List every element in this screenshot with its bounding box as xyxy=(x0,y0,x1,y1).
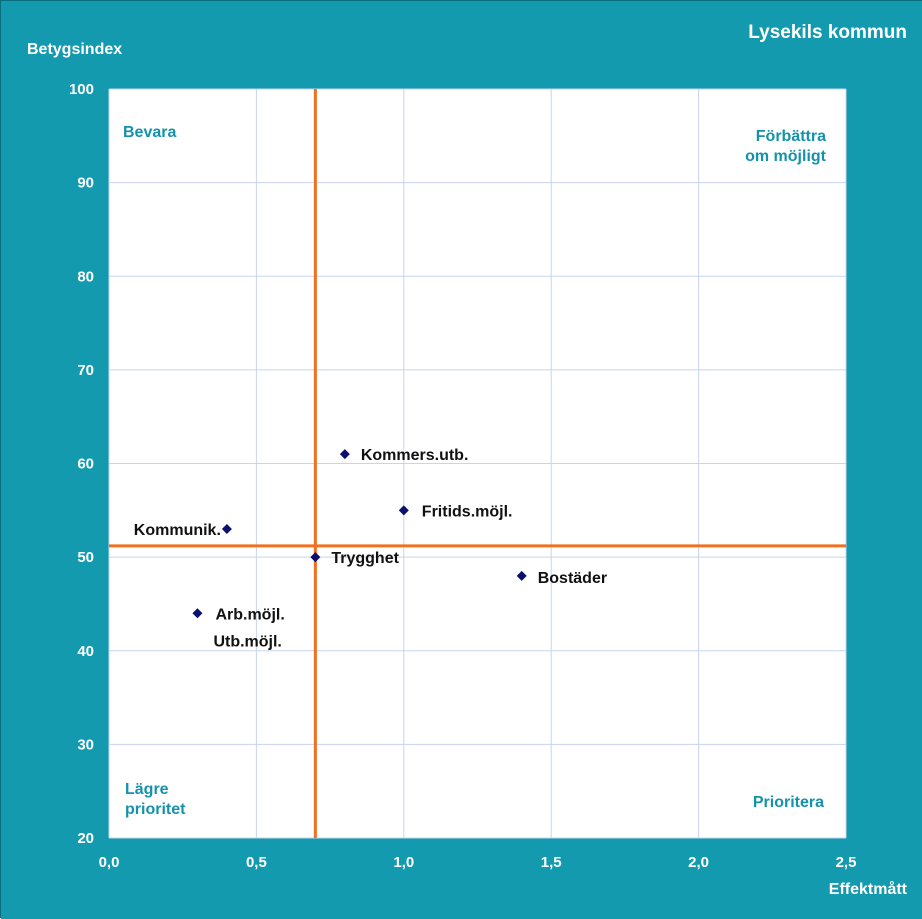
y-tick-label: 20 xyxy=(77,830,94,847)
y-tick-labels: 20 30 40 50 60 70 80 90 100 xyxy=(69,81,94,847)
quadrant-label-top-left: Bevara xyxy=(123,124,176,141)
data-point-marker xyxy=(398,505,409,516)
data-points: Kommers.utb. Fritids.möjl. Kommunik. Tryggh… xyxy=(134,447,607,650)
x-tick-labels: 0,0 0,5 1,0 1,5 2,0 2,5 xyxy=(99,854,857,871)
x-tick-label: 2,0 xyxy=(688,854,709,871)
x-tick-label: 0,0 xyxy=(99,854,120,871)
quadrant-label-bottom-left: Lägre xyxy=(125,781,169,798)
quadrant-label-bottom-right: Prioritera xyxy=(753,794,824,811)
chart-title: Lysekils kommun xyxy=(748,22,907,43)
data-point-label: Arb.möjl. xyxy=(215,606,284,623)
quadrant-labels: Bevara Förbättra om möjligt Lägre prioritet P… xyxy=(123,124,827,818)
y-tick-label: 80 xyxy=(77,268,94,285)
data-point-label: Kommunik. xyxy=(134,522,221,539)
data-point-marker xyxy=(339,449,350,460)
x-tick-label: 1,0 xyxy=(393,854,414,871)
y-tick-label: 70 xyxy=(77,362,94,379)
data-point-marker xyxy=(192,608,203,619)
y-axis-label: Betygsindex xyxy=(27,41,122,58)
x-tick-label: 2,5 xyxy=(836,854,857,871)
data-point-label: Fritids.möjl. xyxy=(422,503,513,520)
x-axis-label: Effektmått xyxy=(829,880,908,898)
x-tick-label: 1,5 xyxy=(541,854,562,871)
data-point-label: Kommers.utb. xyxy=(361,447,469,464)
y-tick-label: 60 xyxy=(77,456,94,473)
quadrant-label-bottom-left: prioritet xyxy=(125,801,186,818)
x-tick-label: 0,5 xyxy=(246,854,267,871)
data-point-marker xyxy=(221,524,232,535)
y-tick-label: 90 xyxy=(77,175,94,192)
threshold-lines xyxy=(109,89,846,838)
data-point-label: Bostäder xyxy=(538,570,607,587)
quadrant-label-top-right: om möjligt xyxy=(745,148,827,165)
data-point-marker xyxy=(310,552,321,563)
quadrant-label-top-right: Förbättra xyxy=(756,128,826,145)
data-point-marker xyxy=(516,570,527,581)
data-point-label: Utb.möjl. xyxy=(213,633,281,650)
y-tick-label: 30 xyxy=(77,736,94,753)
data-point-label: Trygghet xyxy=(331,550,399,567)
y-tick-label: 50 xyxy=(77,549,94,566)
y-tick-label: 100 xyxy=(69,81,94,98)
gridlines xyxy=(108,88,847,839)
y-tick-label: 40 xyxy=(77,643,94,660)
